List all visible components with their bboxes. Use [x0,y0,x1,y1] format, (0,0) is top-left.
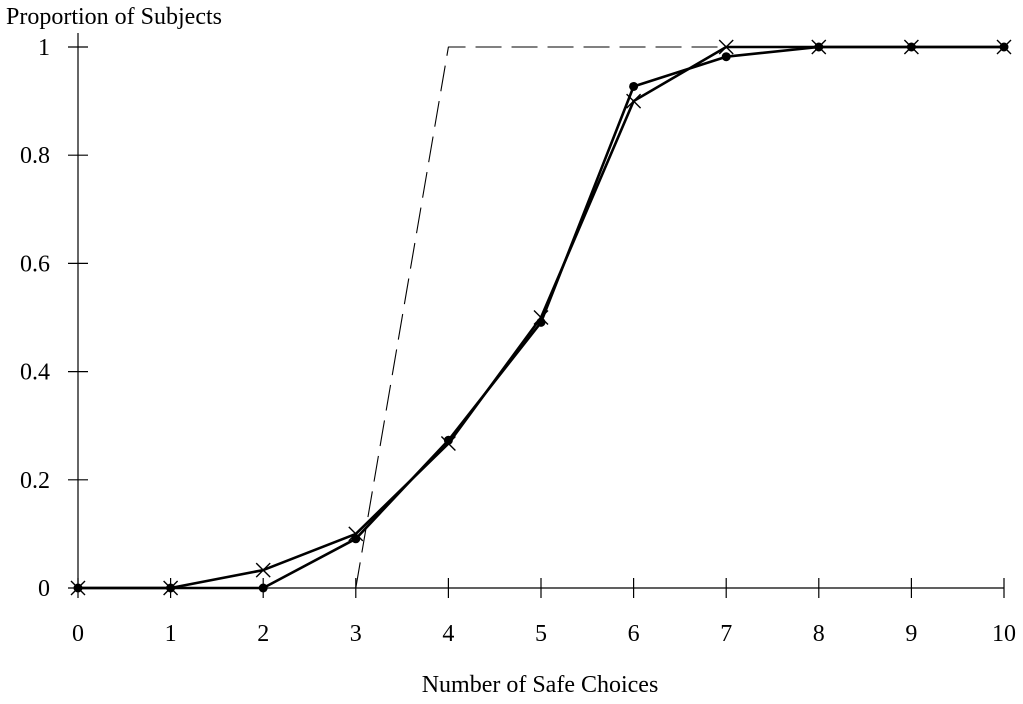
series-1-point-1 [166,583,176,593]
x-tick-label-1: 1 [165,621,177,647]
x-tick-label-4: 4 [442,621,454,647]
x-axis-title: Number of Safe Choices [421,672,659,698]
series-1-point-6 [629,81,639,91]
series-1-point-5 [536,317,546,327]
x-tick-label-5: 5 [535,621,547,647]
series-1-point-4 [443,435,453,445]
y-tick-label-0: 0 [38,576,50,602]
x-tick-label-7: 7 [720,621,732,647]
series-0-point-2 [255,562,271,578]
y-tick-label-3: 0.6 [20,251,50,277]
x-tick-label-3: 3 [350,621,362,647]
series-0-point-7 [718,39,734,55]
x-tick-label-2: 2 [257,621,269,647]
x-tick-label-6: 6 [628,621,640,647]
y-tick-label-5: 1 [38,35,50,61]
y-axis-title: Proportion of Subjects [6,4,222,30]
y-tick-label-4: 0.8 [20,143,50,169]
x-tick-label-8: 8 [813,621,825,647]
series-1-point-0 [73,583,83,593]
series-0-point-3 [348,526,364,542]
series-1-point-2 [258,583,268,593]
series-1-point-7 [721,52,731,62]
y-tick-label-1: 0.2 [20,468,50,494]
series-2-line [355,46,1004,589]
x-tick-label-9: 9 [905,621,917,647]
y-tick-label-2: 0.4 [20,360,50,386]
x-tick-label-0: 0 [72,621,84,647]
series-1-point-3 [351,534,361,544]
x-tick-label-10: 10 [992,621,1016,647]
